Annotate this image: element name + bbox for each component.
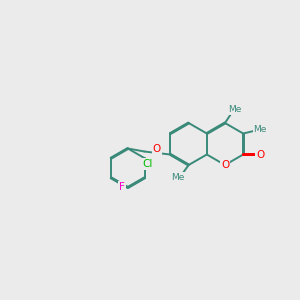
Text: O: O: [221, 160, 229, 170]
Text: Me: Me: [254, 124, 267, 134]
Text: Me: Me: [171, 173, 185, 182]
Text: O: O: [153, 144, 161, 154]
Text: Cl: Cl: [142, 159, 153, 169]
Text: Me: Me: [228, 105, 242, 114]
Text: F: F: [119, 182, 125, 193]
Text: O: O: [256, 149, 265, 160]
